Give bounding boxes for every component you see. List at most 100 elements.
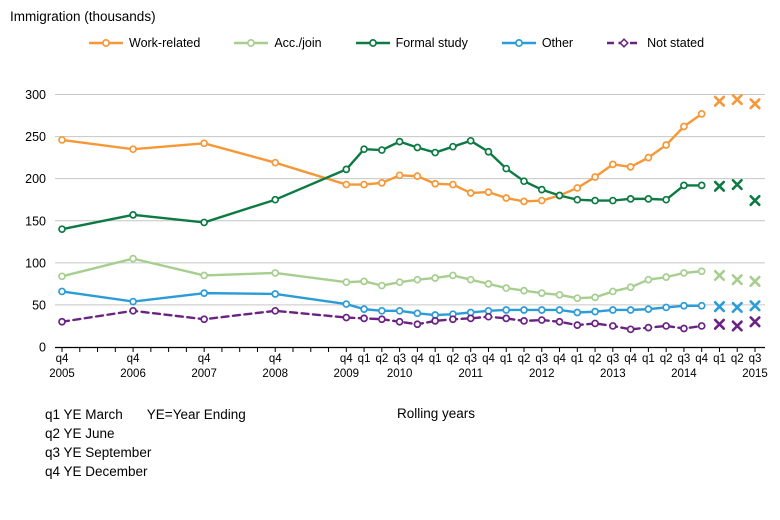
quarter-tick-label: q3 <box>678 353 691 365</box>
legend-marker-icon <box>234 39 269 47</box>
data-point <box>520 306 528 314</box>
data-point <box>129 297 137 306</box>
plot-area: 0 50 100 150 200 250 300 q4 q4 q4 q4 q4 q1 q2 q3 q4 q1 q2… <box>0 80 780 400</box>
data-point <box>555 290 564 299</box>
data-point <box>58 272 66 281</box>
footnote-q1: q1 YE March <box>45 407 123 422</box>
quarter-tick-label: q2 <box>518 353 531 365</box>
data-point <box>697 110 706 118</box>
data-point <box>662 141 671 149</box>
legend-label: Work-related <box>129 36 201 50</box>
footnotes: q1 YE March YE=Year Ending q2 YE June q3 … <box>45 405 246 481</box>
data-point <box>395 137 404 146</box>
legend-label: Formal study <box>395 36 468 50</box>
data-point <box>680 269 688 277</box>
data-point <box>591 319 599 328</box>
series-work-related <box>58 93 761 206</box>
data-point <box>591 293 599 302</box>
data-point <box>200 289 209 297</box>
data-point <box>413 172 422 180</box>
data-point <box>502 284 511 292</box>
data-point <box>377 306 386 315</box>
data-point <box>680 324 688 333</box>
data-point <box>644 305 653 313</box>
quarter-tick-label: q4 <box>624 353 637 365</box>
quarter-tick-label: q4 <box>553 353 566 365</box>
data-point <box>200 315 209 324</box>
data-point <box>626 163 635 171</box>
data-point <box>360 314 368 323</box>
data-point <box>555 306 564 314</box>
data-point <box>573 294 582 303</box>
data-point <box>466 314 475 323</box>
data-point <box>484 188 493 196</box>
data-point <box>449 180 457 189</box>
data-point <box>697 267 706 276</box>
data-point <box>271 306 280 315</box>
quarter-tick-label: q1 <box>571 353 584 365</box>
data-point <box>680 122 688 131</box>
data-point <box>200 271 209 280</box>
legend: Work-related Acc./join Formal study Other No… <box>88 36 704 50</box>
data-point <box>644 195 653 203</box>
data-point <box>502 164 511 173</box>
series-other <box>58 287 761 319</box>
quarter-tick-label: q3 <box>464 353 477 365</box>
data-point <box>608 287 617 296</box>
footnote-ye-definition: YE=Year Ending <box>146 407 246 422</box>
data-point <box>537 306 546 314</box>
data-point <box>573 321 582 329</box>
data-point <box>520 317 528 325</box>
provisional-x-marker <box>713 301 726 313</box>
data-point <box>626 195 635 203</box>
data-point <box>395 317 404 326</box>
data-point <box>342 180 351 189</box>
data-point <box>680 301 688 310</box>
data-point <box>449 271 457 280</box>
data-point <box>591 173 599 181</box>
data-point <box>271 269 280 277</box>
data-point <box>502 194 511 202</box>
quarter-tick-label: q3 <box>535 353 548 365</box>
data-point <box>342 300 351 308</box>
data-point <box>431 179 440 188</box>
data-point <box>680 181 688 190</box>
footnote-line: q4 YE December <box>45 464 148 479</box>
data-point <box>377 315 386 324</box>
gridlines <box>55 94 765 306</box>
quarter-tick-label: q4 <box>127 353 140 365</box>
provisional-x-marker <box>749 316 761 328</box>
data-point <box>591 196 599 205</box>
data-point <box>484 312 493 321</box>
data-point <box>377 179 386 187</box>
data-point <box>626 283 635 292</box>
provisional-x-marker <box>731 320 743 332</box>
quarter-tick-label: q4 <box>411 353 424 365</box>
series-acc-join <box>58 254 761 303</box>
legend-label: Not stated <box>647 36 705 50</box>
year-tick-label: 2015 <box>742 368 768 380</box>
data-point <box>466 189 475 197</box>
y-axis-labels: 0 50 100 150 200 250 300 <box>25 88 46 355</box>
data-point <box>449 142 457 151</box>
data-point <box>520 286 528 295</box>
y-tick-label: 0 <box>39 341 46 355</box>
series-not-stated <box>58 306 761 334</box>
provisional-x-marker <box>713 95 726 107</box>
data-point <box>129 211 137 219</box>
data-point <box>697 301 706 310</box>
quarter-tick-label: q4 <box>340 353 353 365</box>
legend-label: Acc./join <box>274 36 322 50</box>
y-tick-label: 250 <box>25 130 46 144</box>
data-point <box>466 136 475 145</box>
provisional-x-marker <box>749 300 761 312</box>
legend-marker-icon <box>89 39 123 47</box>
data-point <box>555 191 564 200</box>
data-point <box>644 275 653 284</box>
quarter-tick-label: q4 <box>56 353 69 365</box>
quarter-tick-label: q3 <box>393 353 406 365</box>
data-point <box>591 307 599 316</box>
data-point <box>484 280 493 288</box>
legend-marker-icon <box>355 39 390 47</box>
data-point <box>413 275 422 284</box>
